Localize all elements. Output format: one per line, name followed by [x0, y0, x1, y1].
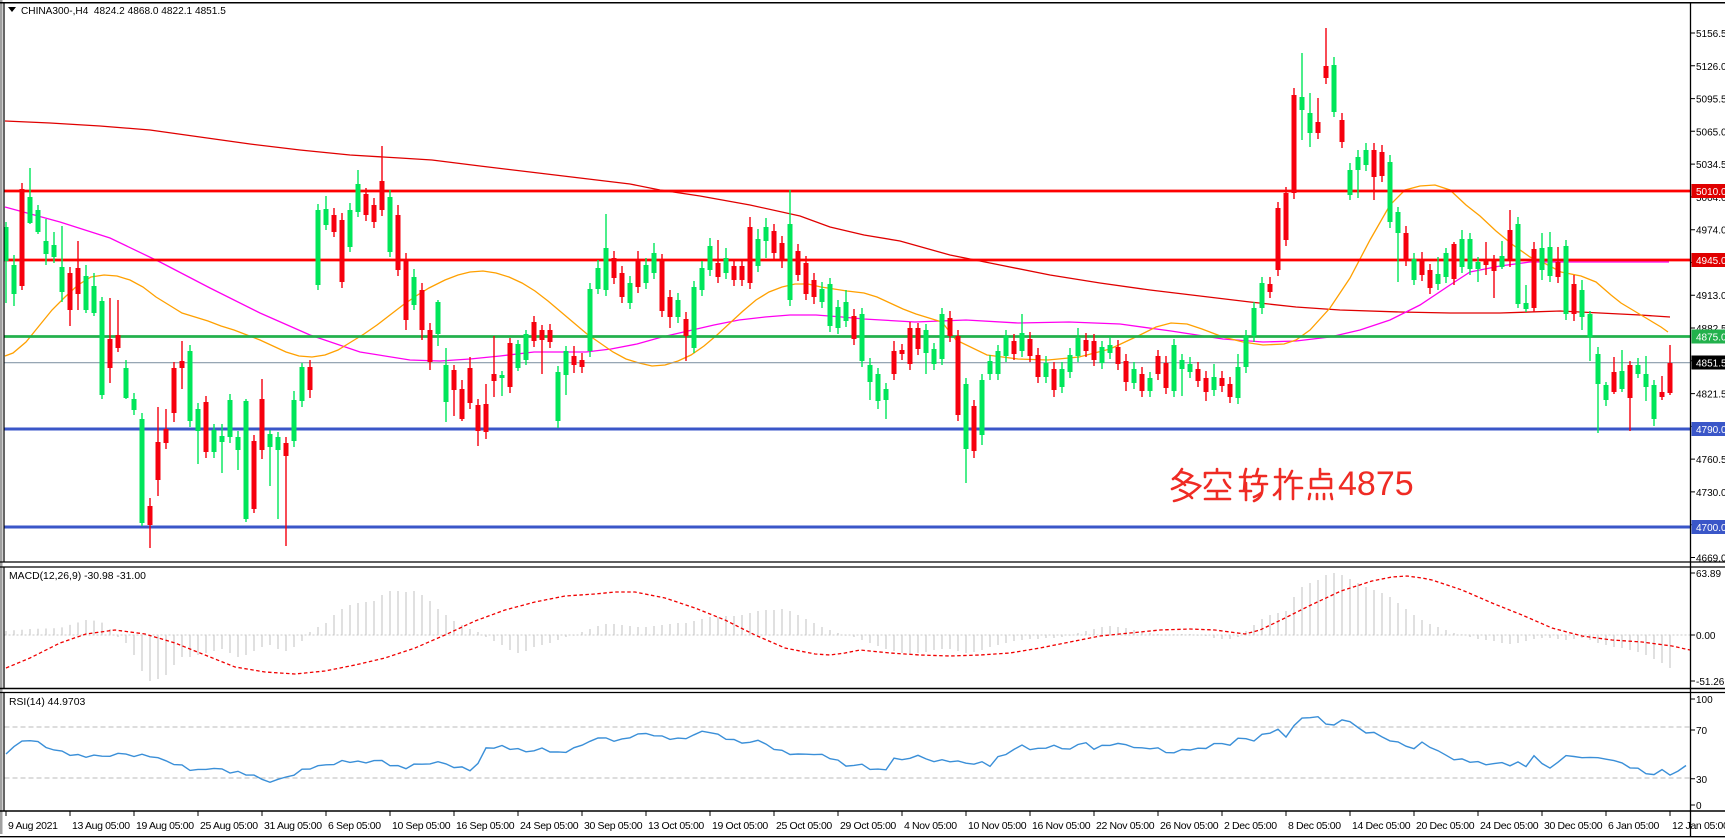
svg-text:5010.0: 5010.0	[1696, 187, 1725, 198]
svg-text:25 Oct 05:00: 25 Oct 05:00	[776, 820, 832, 832]
svg-text:5004.0: 5004.0	[1696, 193, 1725, 204]
svg-text:22 Nov 05:00: 22 Nov 05:00	[1096, 820, 1155, 832]
svg-text:16 Nov 05:00: 16 Nov 05:00	[1032, 820, 1091, 832]
svg-text:4 Nov 05:00: 4 Nov 05:00	[904, 820, 957, 832]
svg-text:12 Jan 05:00: 12 Jan 05:00	[1672, 820, 1725, 832]
svg-text:6 Sep 05:00: 6 Sep 05:00	[328, 820, 381, 832]
svg-text:5065.0: 5065.0	[1696, 127, 1725, 138]
svg-text:4669.0: 4669.0	[1696, 554, 1725, 565]
svg-text:5095.5: 5095.5	[1696, 95, 1725, 106]
svg-text:16 Sep 05:00: 16 Sep 05:00	[456, 820, 515, 832]
svg-text:19 Aug 05:00: 19 Aug 05:00	[136, 820, 194, 832]
svg-text:19 Oct 05:00: 19 Oct 05:00	[712, 820, 768, 832]
svg-text:14 Dec 05:00: 14 Dec 05:00	[1352, 820, 1411, 832]
svg-text:63.89: 63.89	[1696, 569, 1721, 580]
svg-text:0: 0	[1696, 801, 1702, 812]
svg-text:25 Aug 05:00: 25 Aug 05:00	[200, 820, 258, 832]
svg-text:24 Sep 05:00: 24 Sep 05:00	[520, 820, 579, 832]
svg-text:4730.0: 4730.0	[1696, 488, 1725, 499]
svg-text:8 Dec 05:00: 8 Dec 05:00	[1288, 820, 1341, 832]
svg-text:26 Nov 05:00: 26 Nov 05:00	[1160, 820, 1219, 832]
svg-text:10 Nov 05:00: 10 Nov 05:00	[968, 820, 1027, 832]
svg-text:4821.5: 4821.5	[1696, 390, 1725, 401]
svg-text:24 Dec 05:00: 24 Dec 05:00	[1480, 820, 1539, 832]
svg-text:30 Dec 05:00: 30 Dec 05:00	[1544, 820, 1603, 832]
svg-text:4790.0: 4790.0	[1696, 425, 1725, 436]
svg-text:70: 70	[1696, 726, 1708, 737]
svg-text:30 Sep 05:00: 30 Sep 05:00	[584, 820, 643, 832]
svg-text:13 Aug 05:00: 13 Aug 05:00	[72, 820, 130, 832]
svg-text:CHINA300-,H4 4824.2 4868.0 48: CHINA300-,H4 4824.2 4868.0 4822.1 4851.5	[21, 6, 226, 17]
svg-text:5034.5: 5034.5	[1696, 160, 1725, 171]
svg-text:0.00: 0.00	[1696, 631, 1716, 642]
svg-text:4851.5: 4851.5	[1696, 359, 1725, 370]
svg-text:10 Sep 05:00: 10 Sep 05:00	[392, 820, 451, 832]
svg-text:100: 100	[1696, 695, 1713, 706]
svg-text:6 Jan 05:00: 6 Jan 05:00	[1608, 820, 1660, 832]
svg-text:31 Aug 05:00: 31 Aug 05:00	[264, 820, 322, 832]
svg-text:4974.0: 4974.0	[1696, 226, 1725, 237]
svg-text:13 Oct 05:00: 13 Oct 05:00	[648, 820, 704, 832]
svg-text:4945.0: 4945.0	[1696, 256, 1725, 267]
svg-text:29 Oct 05:00: 29 Oct 05:00	[840, 820, 896, 832]
svg-text:4760.5: 4760.5	[1696, 455, 1725, 466]
svg-text:20 Dec 05:00: 20 Dec 05:00	[1416, 820, 1475, 832]
svg-text:MACD(12,26,9) -30.98 -31.00: MACD(12,26,9) -30.98 -31.00	[9, 571, 146, 582]
svg-text:4875.0: 4875.0	[1696, 333, 1725, 344]
svg-text:RSI(14) 44.9703: RSI(14) 44.9703	[9, 697, 85, 708]
svg-text:-51.26: -51.26	[1696, 677, 1725, 688]
svg-text:4913.0: 4913.0	[1696, 291, 1725, 302]
svg-text:9 Aug 2021: 9 Aug 2021	[8, 820, 58, 832]
svg-text:4700.0: 4700.0	[1696, 523, 1725, 534]
svg-text:2 Dec 05:00: 2 Dec 05:00	[1224, 820, 1277, 832]
svg-text:5126.0: 5126.0	[1696, 62, 1725, 73]
svg-text:4875: 4875	[1338, 465, 1414, 503]
svg-text:30: 30	[1696, 775, 1708, 786]
svg-text:5156.5: 5156.5	[1696, 29, 1725, 40]
